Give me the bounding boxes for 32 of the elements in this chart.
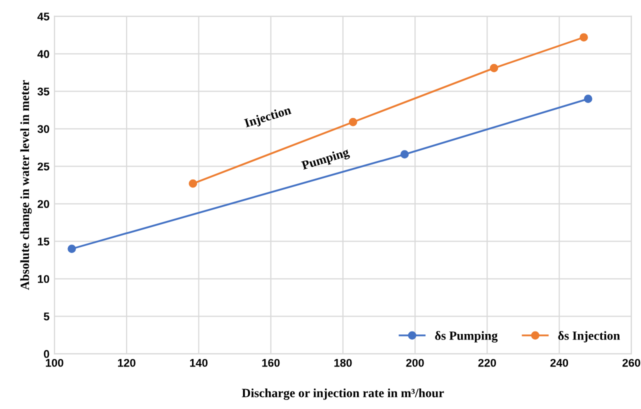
legend-label: δs Injection (558, 331, 620, 342)
y-tick-label: 45 (37, 12, 50, 20)
point (68, 244, 76, 253)
x-tick-label: 240 (550, 358, 568, 367)
annotation: Injection (244, 105, 292, 130)
point (584, 94, 592, 104)
legend-label: δs Pumping (435, 331, 498, 343)
annotation: Pumping (300, 147, 350, 172)
x-tick-label: 120 (118, 358, 136, 367)
x-tick-label: 220 (478, 358, 496, 367)
point (580, 33, 588, 42)
y-tick-label: 5 (44, 312, 50, 320)
y-axis-title: Absolute change in water level in meter (20, 80, 32, 290)
y-tick-label: 20 (38, 200, 50, 208)
y-tick-label: 15 (38, 238, 50, 246)
y-tick-label: 0 (44, 350, 50, 358)
x-tick-label: 100 (46, 358, 64, 367)
point (188, 179, 198, 188)
x-tick-label: 160 (262, 358, 280, 367)
x-tick-label: 260 (622, 358, 640, 367)
y-tick-label: 25 (38, 162, 50, 170)
y-tick-label: 10 (38, 275, 50, 283)
x-tick-label: 140 (190, 358, 208, 367)
x-tick-label: 200 (406, 358, 424, 367)
y-tick-label: 30 (38, 125, 50, 133)
x-tick-label: 180 (334, 358, 352, 367)
point (348, 118, 358, 126)
point (490, 64, 498, 72)
y-tick-label: 40 (37, 50, 50, 58)
x-axis-title: Discharge or injection rate in m³/hour (242, 388, 444, 400)
point (400, 150, 409, 158)
y-tick-label: 35 (38, 88, 50, 96)
